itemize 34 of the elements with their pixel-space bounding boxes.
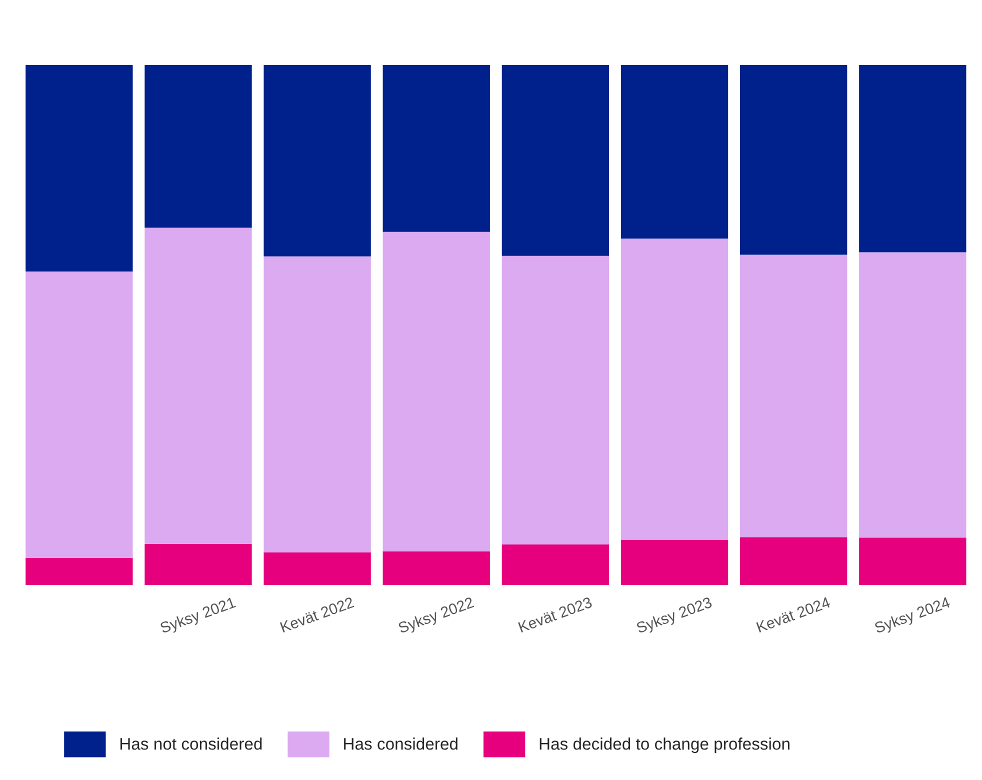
bar — [740, 537, 848, 585]
bar — [26, 65, 133, 272]
bar — [144, 65, 252, 228]
bar — [264, 256, 371, 552]
bar — [502, 65, 610, 256]
bar — [740, 65, 848, 255]
legend-label: Has not considered — [120, 738, 262, 750]
bar — [859, 538, 966, 585]
bar — [264, 552, 371, 585]
bar — [382, 551, 490, 585]
x-tick-label: Syksy 2022 — [397, 596, 476, 636]
x-tick-label: Kevät 2024 — [756, 596, 831, 633]
x-tick-label: Kevät 2023 — [518, 596, 593, 633]
x-tick-label: Syksy 2023 — [636, 596, 714, 636]
bar — [859, 65, 966, 252]
bar — [26, 558, 133, 585]
legend-label: Has considered — [344, 738, 458, 750]
bar — [740, 254, 848, 538]
bar — [144, 228, 252, 544]
bar — [382, 65, 490, 232]
legend-label: Has decided to change profession — [540, 738, 790, 754]
bar — [502, 256, 610, 544]
bar — [264, 65, 371, 256]
bar — [382, 232, 490, 552]
bar — [620, 238, 728, 540]
bar — [502, 544, 610, 585]
x-tick-label: Syksy 2024 — [874, 596, 952, 636]
bar — [26, 271, 133, 558]
bar — [620, 65, 728, 239]
bar — [620, 540, 728, 585]
bar — [859, 252, 966, 538]
bar — [144, 544, 252, 585]
x-tick-label: Kevät 2022 — [280, 596, 354, 633]
x-tick-label: Syksy 2021 — [159, 596, 238, 636]
